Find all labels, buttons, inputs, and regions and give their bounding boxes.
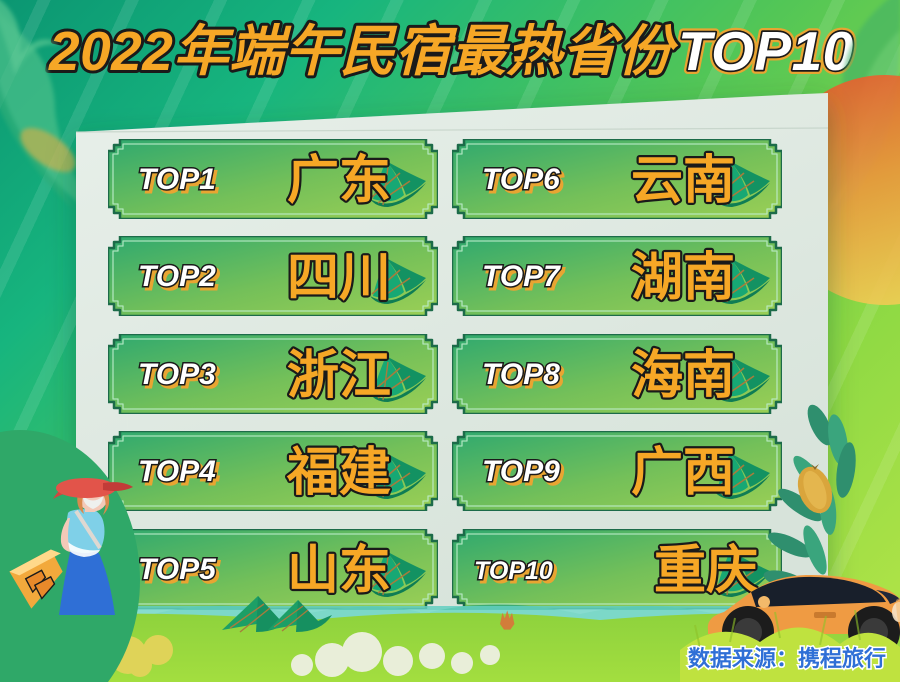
- svg-text:数据来源：携程旅行: 数据来源：携程旅行: [688, 646, 886, 671]
